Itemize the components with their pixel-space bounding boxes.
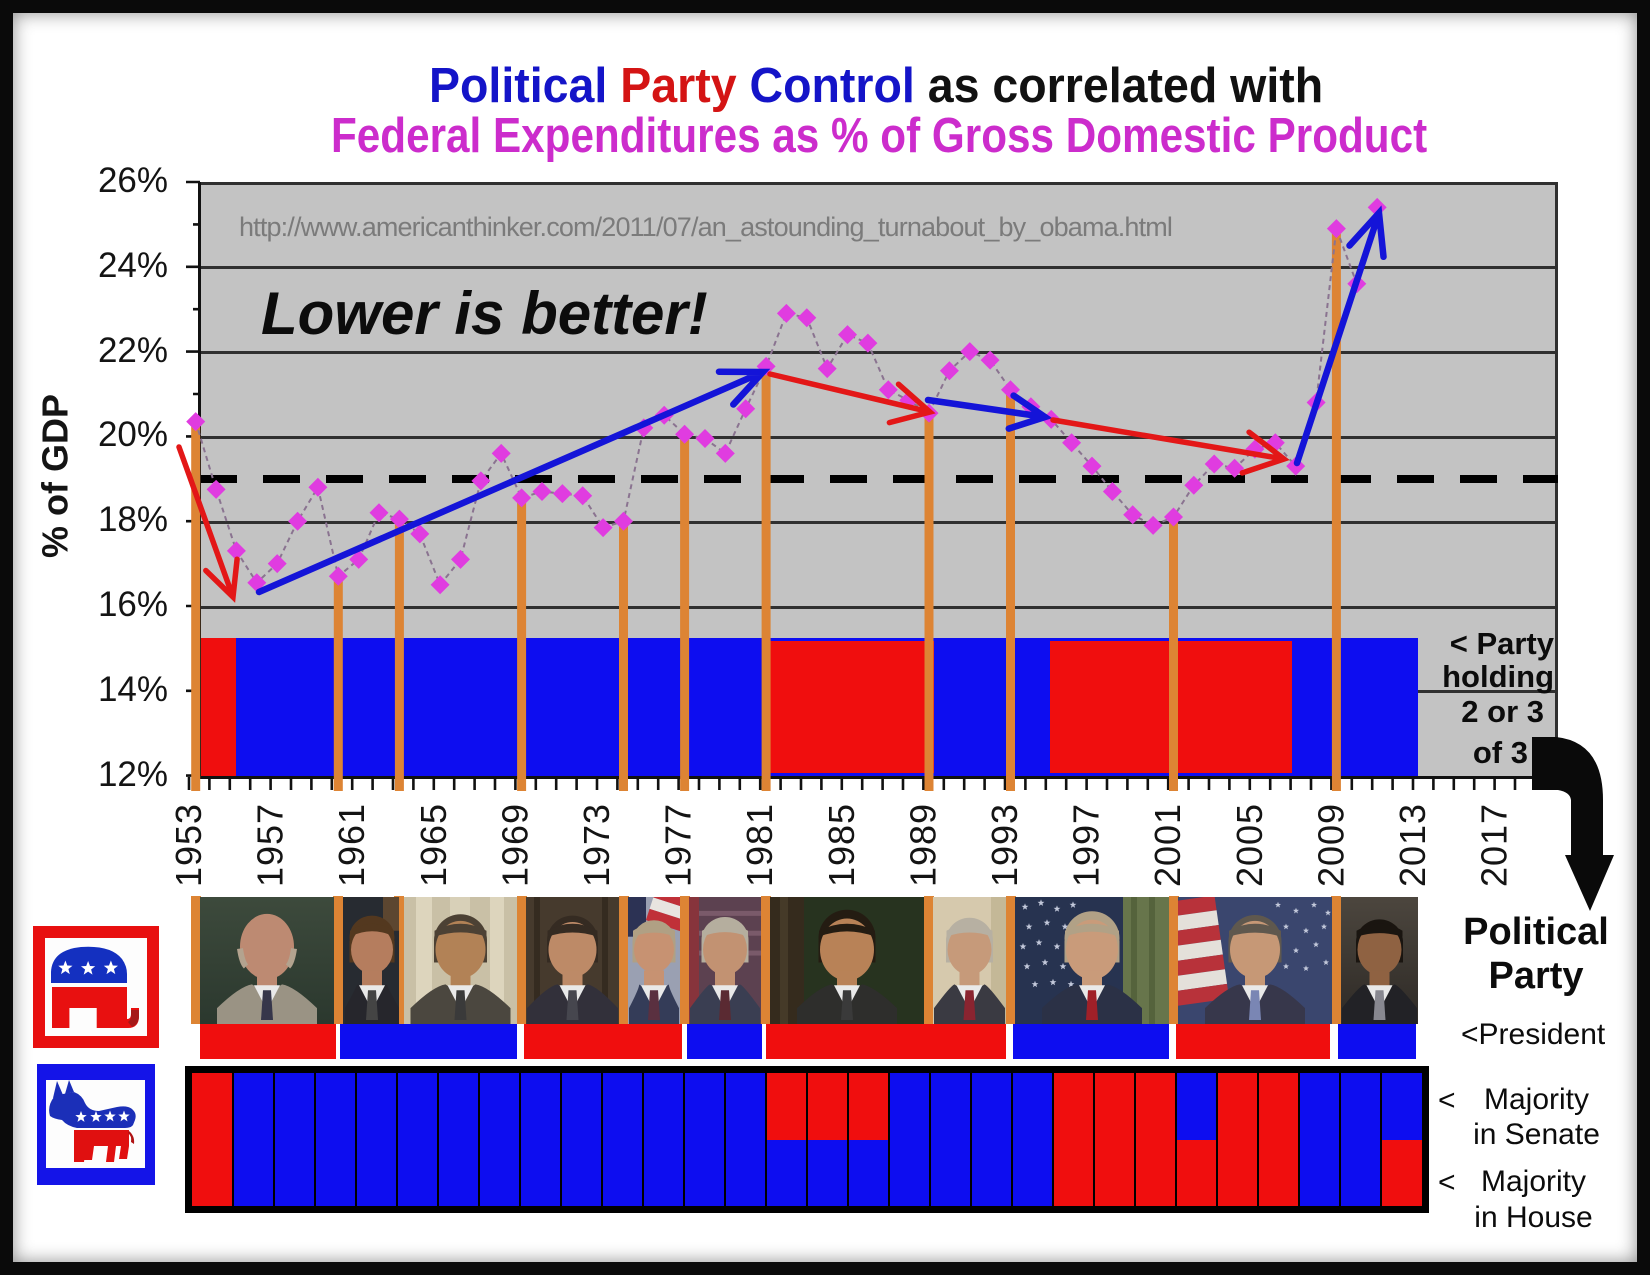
svg-text:% of GDP: % of GDP xyxy=(35,394,76,558)
svg-text:2001: 2001 xyxy=(1147,803,1188,887)
svg-text:1953: 1953 xyxy=(168,803,209,887)
svg-text:1985: 1985 xyxy=(821,803,862,887)
svg-text:2009: 2009 xyxy=(1310,803,1351,887)
svg-text:1993: 1993 xyxy=(984,803,1025,887)
svg-text:1957: 1957 xyxy=(250,803,291,887)
svg-text:1981: 1981 xyxy=(739,803,780,887)
svg-text:1973: 1973 xyxy=(576,803,617,887)
svg-text:1961: 1961 xyxy=(331,803,372,887)
svg-text:1977: 1977 xyxy=(658,803,699,887)
svg-text:2013: 2013 xyxy=(1392,803,1433,887)
svg-text:1969: 1969 xyxy=(494,803,535,887)
svg-text:2005: 2005 xyxy=(1229,803,1270,887)
svg-text:1997: 1997 xyxy=(1066,803,1107,887)
svg-text:1989: 1989 xyxy=(902,803,943,887)
svg-text:2017: 2017 xyxy=(1474,803,1515,887)
svg-text:1965: 1965 xyxy=(413,803,454,887)
